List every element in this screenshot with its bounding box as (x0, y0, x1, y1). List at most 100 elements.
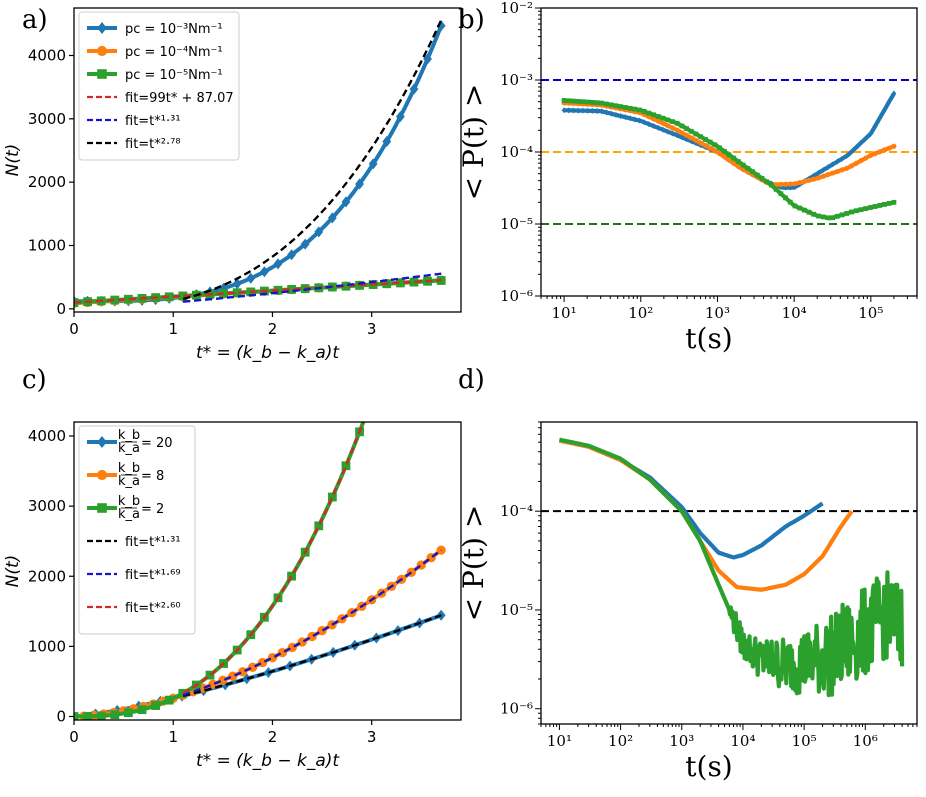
fit-line-overlay-5 (182, 19, 443, 300)
data-point (395, 278, 405, 288)
data-point (396, 309, 405, 318)
y-tick-label: 10⁻³ (500, 71, 533, 89)
x-tick-label: 2 (268, 728, 278, 746)
x-tick-label: 10⁴ (730, 732, 755, 750)
data-point (844, 165, 850, 171)
data-point (872, 123, 878, 130)
data-point (698, 134, 704, 140)
data-point (660, 126, 666, 133)
data-point (410, 264, 419, 273)
data-point (670, 119, 675, 124)
x-tick-label: 3 (367, 320, 377, 338)
data-point (891, 143, 897, 149)
data-point (773, 186, 779, 192)
data-point (834, 168, 840, 175)
data-point (693, 131, 699, 137)
data-point (608, 110, 614, 117)
data-point (688, 128, 694, 134)
data-point (238, 667, 248, 677)
data-point (872, 204, 878, 209)
data-point (382, 136, 392, 148)
data-point (123, 708, 133, 718)
data-point (651, 116, 657, 122)
data-point (853, 160, 859, 166)
data-point (327, 212, 337, 224)
data-point (797, 180, 803, 186)
data-point (267, 652, 278, 663)
data-point (220, 679, 230, 691)
data-point (820, 167, 826, 174)
data-point (665, 128, 671, 135)
data-point (205, 670, 215, 680)
data-point (575, 99, 581, 104)
data-point (110, 710, 120, 720)
data-point (839, 155, 845, 162)
data-point (571, 107, 576, 114)
fit-line-4 (182, 549, 442, 697)
data-point (651, 112, 657, 118)
data-point (816, 213, 821, 219)
data-point (702, 142, 708, 149)
x-tick-label: 10⁶ (853, 732, 878, 750)
data-point (594, 100, 600, 106)
data-point (178, 291, 188, 301)
legend-label: fit=t*¹·³¹ (125, 114, 181, 129)
data-point (735, 163, 741, 170)
data-point (585, 107, 591, 114)
data-point (409, 83, 419, 95)
data-point (882, 202, 887, 207)
y-tick-label: 0 (56, 300, 66, 318)
data-point (750, 169, 755, 175)
legend: pc = 10⁻³Nm⁻¹ pc = 10⁻⁴Nm⁻¹ pc = 10⁻⁵Nm⁻¹ f… (78, 11, 240, 161)
data-point (604, 109, 609, 116)
data-point (382, 351, 391, 360)
data-point (632, 116, 638, 123)
data-point (726, 157, 732, 163)
data-point (858, 139, 864, 146)
data-point (834, 213, 840, 219)
y-tick-label: 4000 (28, 47, 66, 65)
data-point (703, 137, 708, 142)
panel-b: b) 10¹ 10² 10³ 10⁴ 10⁵ 10⁻⁶ 10⁻⁵ 10⁻⁴ 10⁻³ 10⁻² t(s… (457, 0, 918, 355)
data-point (886, 98, 892, 105)
y-tick-label: 10⁻⁵ (500, 601, 533, 619)
data-point (717, 150, 723, 157)
data-point (409, 277, 419, 287)
y-tick-label: 10⁻⁶ (500, 700, 533, 718)
y-tick-label: 1000 (28, 237, 66, 255)
data-point (218, 675, 228, 685)
data-point (825, 215, 831, 221)
data-point (830, 161, 836, 168)
data-point (273, 258, 283, 270)
legend-label: fit=t*²·⁷⁸ (125, 137, 181, 152)
data-point (830, 215, 836, 221)
data-point (613, 111, 619, 118)
legend-label: pc = 10⁻³Nm⁻¹ (125, 22, 223, 37)
legend-frac-num: k_b (118, 461, 140, 476)
data-point (872, 151, 878, 157)
data-point (368, 158, 378, 170)
data-point (123, 294, 133, 304)
data-point (247, 662, 258, 672)
data-point (679, 123, 685, 129)
data-point (599, 108, 605, 115)
panel-d: d) 10¹ 10² 10³ 10⁴ 10⁵ 10⁶ 10⁻⁶ 10⁻⁵ 10⁻⁴ t(s) < P(… (457, 365, 918, 783)
x-tick-label: 10⁴ (782, 304, 807, 322)
x-axis-label: t(s) (685, 322, 732, 355)
data-point (792, 181, 798, 187)
data-point (679, 130, 685, 136)
y-tick-label: 2000 (28, 567, 66, 585)
series-line-0 (558, 438, 824, 560)
data-point (164, 292, 174, 302)
y-tick-label: 1000 (28, 637, 66, 655)
data-point (886, 145, 892, 151)
data-point (863, 206, 869, 212)
data-point (740, 162, 746, 168)
axes-frame (73, 421, 462, 721)
y-tick-label: 3000 (28, 110, 66, 128)
data-point (297, 637, 307, 647)
x-tick-label: 10¹ (547, 732, 572, 750)
data-point (669, 125, 676, 131)
legend-marker (97, 69, 107, 79)
data-point (858, 207, 864, 213)
